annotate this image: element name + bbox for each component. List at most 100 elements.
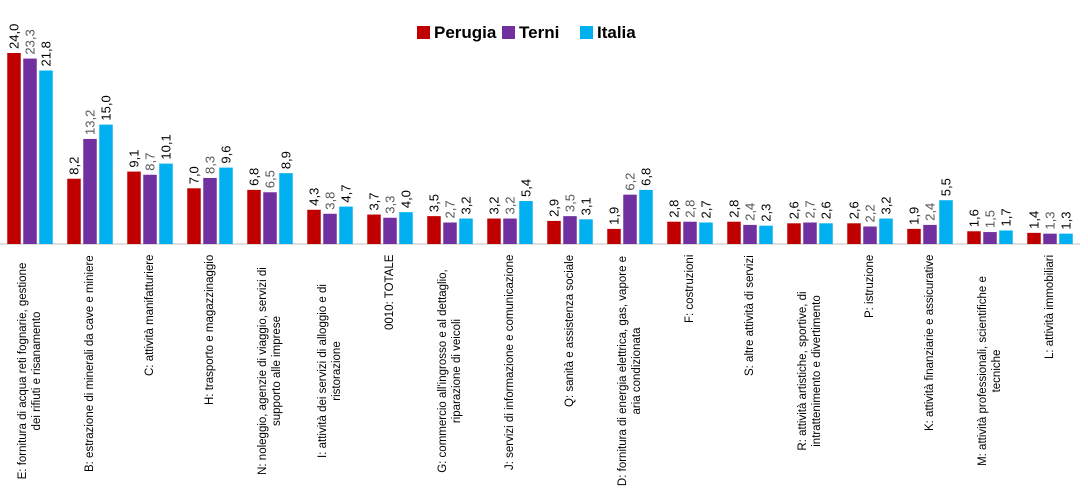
bar: [803, 222, 817, 244]
legend-label: Italia: [597, 23, 636, 42]
x-tick-label: L: attività immobiliari: [1044, 254, 1056, 359]
x-tick-label: P: istruzione: [864, 254, 876, 318]
value-label: 2,6: [787, 201, 802, 219]
value-label: 2,2: [863, 204, 878, 222]
bar: [67, 178, 81, 244]
bar: [83, 138, 97, 244]
bar: [923, 224, 937, 244]
bar: [1043, 233, 1057, 244]
x-tick-label: H: trasporto e magazzinaggio: [204, 254, 216, 405]
value-label: 3,7: [367, 192, 382, 210]
legend-label: Terni: [519, 23, 559, 42]
bar: [307, 209, 321, 244]
bar: [23, 58, 37, 245]
bar: [683, 221, 697, 244]
x-tick-label: E: fornitura di acqua reti fognarie, ges…: [17, 262, 43, 480]
value-label: 3,2: [459, 196, 474, 214]
value-label: 4,0: [399, 190, 414, 208]
bar: [999, 230, 1013, 244]
bar: [787, 223, 801, 244]
x-tick-label: R: attività artistiche, sportive, di int…: [797, 291, 823, 451]
value-label: 5,5: [939, 178, 954, 196]
bar: [863, 226, 877, 244]
x-tick-label: J: servizi di informazione e comunicazio…: [504, 254, 516, 470]
bar: [967, 231, 981, 244]
value-label: 3,2: [503, 196, 518, 214]
bar: [143, 174, 157, 244]
value-label: 1,7: [999, 208, 1014, 226]
bar: [1027, 232, 1041, 244]
bar: [519, 201, 533, 244]
bar: [399, 212, 413, 244]
value-label: 2,4: [923, 203, 938, 221]
x-tick-label: Q: sanità e assistenza sociale: [564, 254, 576, 407]
bar: [427, 216, 441, 244]
x-tick-label: I: attività dei servizi di alloggio e di…: [317, 284, 343, 458]
value-label: 7,0: [187, 166, 202, 184]
bar: [667, 221, 681, 244]
value-label: 8,9: [279, 151, 294, 169]
bar: [743, 224, 757, 244]
value-label: 2,7: [803, 200, 818, 218]
value-label: 3,8: [323, 192, 338, 210]
value-label: 21,8: [39, 41, 54, 66]
value-label: 8,7: [143, 153, 158, 171]
value-label: 1,9: [907, 207, 922, 225]
value-label: 9,6: [219, 146, 234, 164]
value-label: 2,4: [743, 203, 758, 221]
x-tick-label: D: fornitura di energia elettrica, gas, …: [617, 255, 643, 487]
value-label: 2,9: [547, 199, 562, 217]
bar: [219, 167, 233, 244]
bar: [907, 228, 921, 244]
bar: [187, 188, 201, 244]
bar: [127, 171, 141, 244]
x-tick-label: C: attività manifatturiere: [144, 254, 156, 376]
bar: [503, 218, 517, 244]
value-label: 1,3: [1043, 212, 1058, 230]
value-label: 2,8: [683, 200, 698, 218]
bar: [459, 218, 473, 244]
value-label: 6,8: [247, 168, 262, 186]
value-label: 2,8: [667, 200, 682, 218]
value-label: 3,5: [563, 194, 578, 212]
value-label: 6,8: [639, 168, 654, 186]
value-label: 3,2: [487, 196, 502, 214]
bar: [367, 214, 381, 244]
bar: [159, 163, 173, 244]
x-tick-label: B: estrazione di minerali da cave e mini…: [84, 255, 96, 472]
bar: [323, 213, 337, 244]
x-tick-label: S: altre attività di servizi: [744, 255, 756, 376]
x-tick-label: G: commercio all'ingrosso e al dettaglio…: [437, 269, 463, 473]
value-label: 2,7: [443, 200, 458, 218]
value-label: 3,5: [427, 194, 442, 212]
value-label: 9,1: [127, 150, 142, 168]
bar: [727, 221, 741, 244]
value-label: 2,7: [699, 200, 714, 218]
value-label: 5,4: [519, 179, 534, 197]
bar: [383, 217, 397, 244]
x-tick-label: M: attività professionali, scientifiche …: [977, 276, 1003, 466]
bar: [819, 223, 833, 244]
value-label: 2,3: [759, 204, 774, 222]
bar: [279, 173, 293, 244]
bar: [39, 70, 53, 244]
bar: [699, 222, 713, 244]
value-label: 1,6: [967, 209, 982, 227]
value-label: 2,6: [819, 201, 834, 219]
bar: [203, 177, 217, 244]
bar: [623, 194, 637, 244]
value-label: 1,3: [1059, 212, 1074, 230]
value-label: 1,9: [607, 207, 622, 225]
bar: [607, 228, 621, 244]
x-tick-label: N: noleggio, agenzie di viaggio, servizi…: [257, 267, 283, 475]
bar: [99, 124, 113, 244]
bar: [939, 200, 953, 244]
value-label: 3,2: [879, 196, 894, 214]
value-label: 23,3: [23, 29, 38, 54]
value-label: 6,5: [263, 170, 278, 188]
value-label: 10,1: [159, 134, 174, 159]
bar: [263, 192, 277, 244]
legend-swatch: [502, 26, 515, 39]
